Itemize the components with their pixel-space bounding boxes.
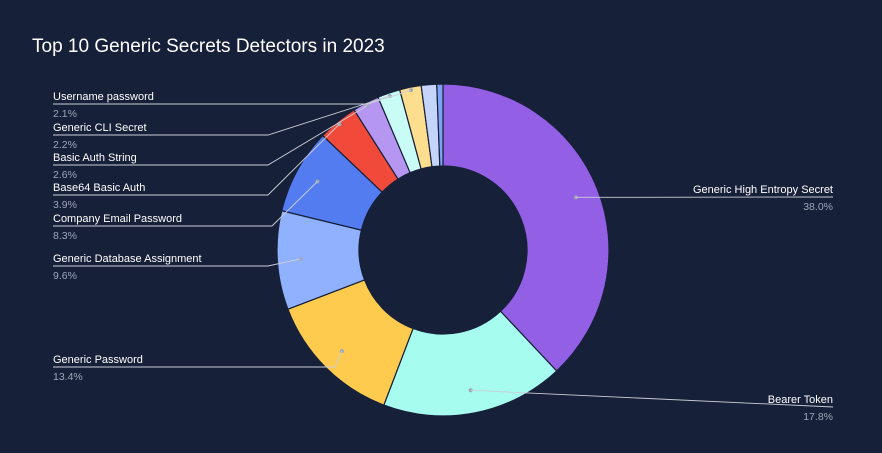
leader-line — [53, 258, 301, 267]
leader-line — [53, 89, 412, 105]
slice-percent-label: 17.8% — [803, 411, 833, 423]
leader-line — [53, 105, 368, 166]
slice-percent-label: 2.2% — [53, 139, 77, 151]
slice-label: Generic High Entropy Secret — [693, 184, 833, 196]
slice-label: Generic CLI Secret — [53, 122, 147, 134]
slice-label: Generic Database Assignment — [53, 253, 202, 265]
leader-line — [53, 350, 343, 368]
chart-title: Top 10 Generic Secrets Detectors in 2023 — [32, 36, 385, 57]
slice-unlabeled-10 — [436, 83, 444, 167]
slice-percent-label: 2.1% — [53, 108, 77, 120]
leader-line — [53, 181, 318, 227]
slice-bearer-token — [383, 310, 558, 417]
slice-percent-label: 8.3% — [53, 230, 77, 242]
slice-label: Basic Auth String — [53, 152, 137, 164]
slice-generic-high-entropy-secret — [442, 83, 610, 372]
slice-percent-label: 13.4% — [53, 371, 83, 383]
leader-line — [53, 95, 390, 136]
leader-line — [470, 389, 834, 408]
labels-group: Generic High Entropy Secret 38.0% Bearer T… — [53, 91, 833, 423]
leader-lines-group — [53, 88, 834, 408]
slice-percent-label: 9.6% — [53, 270, 77, 282]
slice-percent-label: 3.9% — [53, 199, 77, 211]
slice-label: Base64 Basic Auth — [53, 182, 145, 194]
slice-label: Company Email Password — [53, 213, 182, 225]
slice-percent-label: 38.0% — [803, 201, 833, 213]
slice-label: Bearer Token — [768, 394, 833, 406]
slice-label: Generic Password — [53, 354, 143, 366]
leader-line — [53, 123, 340, 196]
slice-percent-label: 2.6% — [53, 169, 77, 181]
slices-group — [276, 83, 610, 417]
slice-label: Username password — [53, 91, 154, 103]
